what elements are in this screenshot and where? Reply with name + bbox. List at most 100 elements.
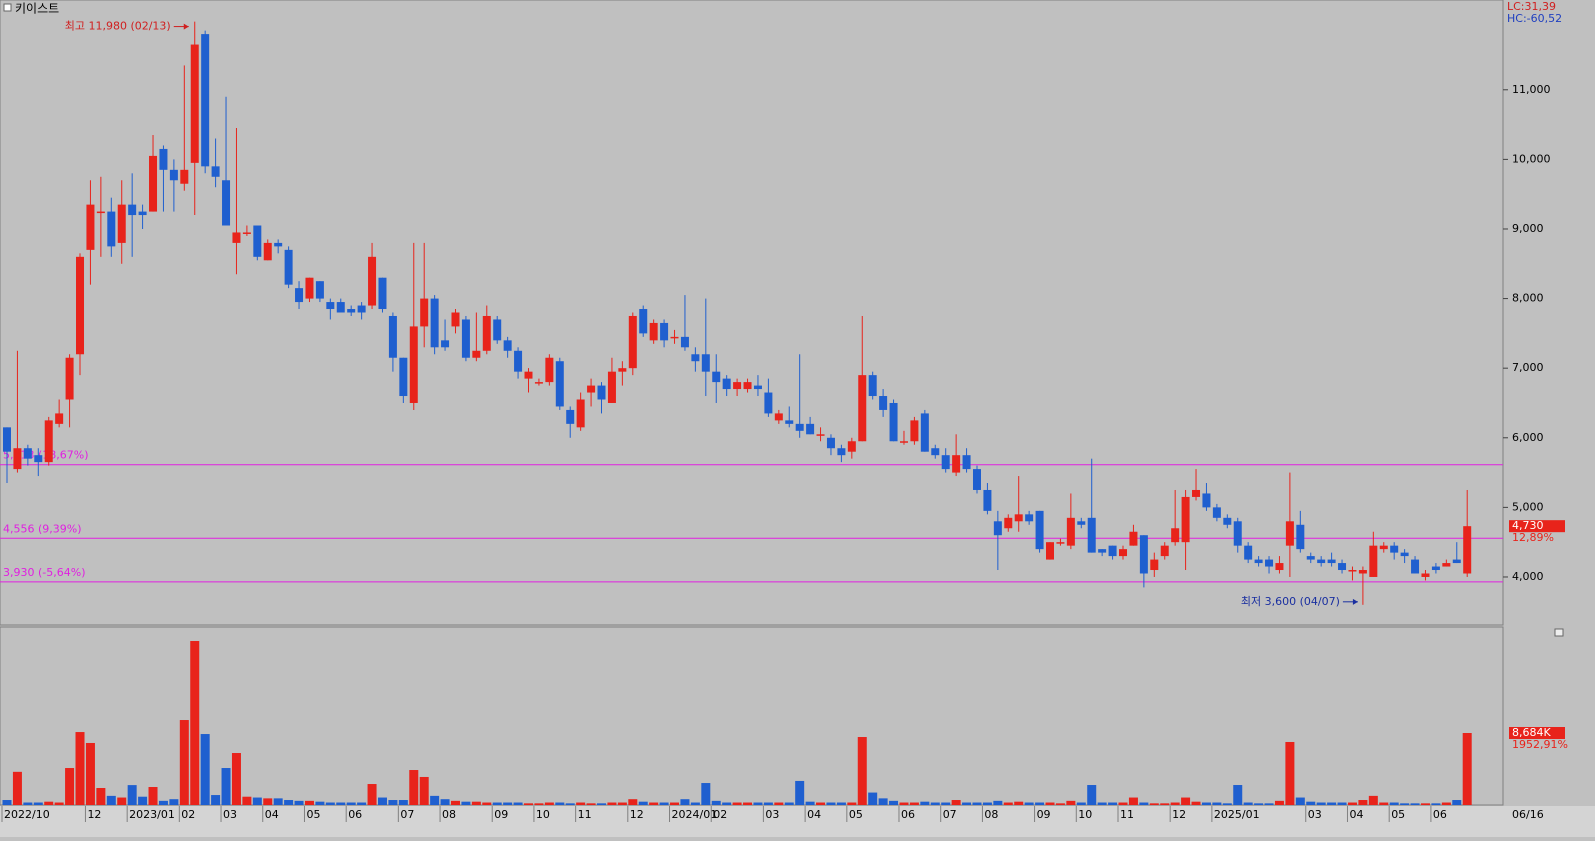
- candle-body: [378, 277, 387, 310]
- volume-bar: [127, 785, 137, 805]
- candle-body: [847, 441, 856, 452]
- candle-body: [680, 336, 689, 348]
- volume-bar: [1191, 801, 1201, 805]
- y-tick-label: 9,000: [1512, 222, 1544, 235]
- candle-body: [920, 413, 929, 452]
- volume-bar: [1358, 800, 1368, 805]
- candle-body: [1046, 542, 1054, 560]
- candle-body: [1265, 559, 1274, 567]
- candle-body: [441, 340, 450, 348]
- volume-bar: [1233, 785, 1243, 805]
- volume-bar: [743, 802, 753, 805]
- volume-bar: [1035, 802, 1045, 805]
- volume-bar: [1285, 741, 1295, 805]
- volume-bar: [23, 802, 33, 805]
- candle-body: [753, 385, 762, 390]
- candle-body: [232, 232, 241, 243]
- volume-bar: [482, 802, 492, 805]
- candle-body: [774, 413, 783, 421]
- candle-body: [472, 350, 481, 358]
- pane-button[interactable]: [1554, 628, 1564, 637]
- candle-body: [86, 204, 95, 250]
- x-end-label: 06/16: [1512, 808, 1544, 821]
- volume-bar: [231, 753, 241, 805]
- candle-body: [1306, 556, 1315, 560]
- volume-bar: [1462, 733, 1472, 805]
- volume-bar: [774, 802, 784, 805]
- volume-bar: [1212, 802, 1222, 805]
- candle-body: [1119, 549, 1128, 557]
- volume-bar: [1389, 802, 1399, 805]
- last-volume: 8,684K: [1512, 726, 1551, 739]
- candle-body: [138, 211, 147, 216]
- candle-body: [1254, 559, 1263, 564]
- volume-bar: [325, 802, 335, 805]
- volume-bar: [513, 802, 523, 805]
- x-tick-label: 08: [442, 808, 456, 821]
- last-change: 12,89%: [1512, 531, 1554, 544]
- candle-body: [1358, 570, 1367, 574]
- candle-body: [295, 288, 304, 303]
- volume-bar: [304, 800, 314, 805]
- volume-bar: [909, 802, 919, 805]
- candle-body: [23, 448, 32, 459]
- candle-body: [1150, 559, 1159, 571]
- volume-bar: [158, 800, 168, 805]
- volume-bar: [649, 802, 659, 805]
- volume-bar: [211, 795, 221, 805]
- candle-body: [983, 489, 992, 511]
- volume-bar: [565, 803, 575, 805]
- x-tick-label: 02: [713, 808, 727, 821]
- candle-body: [1129, 531, 1138, 546]
- candle-body: [733, 382, 742, 390]
- volume-bar: [1014, 801, 1024, 805]
- x-tick-label: 05: [849, 808, 863, 821]
- volume-bar: [1076, 802, 1086, 805]
- candle-body: [1400, 552, 1409, 557]
- low-annotation: 최저 3,600 (04/07): [1241, 595, 1340, 608]
- candle-body: [107, 211, 116, 247]
- volume-bar: [377, 797, 387, 805]
- last-volume-box: [1509, 727, 1565, 740]
- candle-body: [910, 420, 919, 442]
- volume-bar: [784, 802, 794, 805]
- volume-bar: [492, 802, 502, 805]
- candle-body: [806, 423, 815, 435]
- chart-title: 키이스트: [15, 2, 59, 16]
- candle-body: [347, 309, 356, 313]
- candle-body: [597, 385, 606, 400]
- volume-bar: [1181, 797, 1191, 805]
- volume-bar: [284, 800, 294, 805]
- x-tick-label: 06: [348, 808, 362, 821]
- volume-bar: [1420, 803, 1430, 805]
- volume-pane: [0, 626, 1504, 806]
- candle-body: [430, 298, 439, 348]
- candle-body: [315, 281, 324, 299]
- volume-bar: [1024, 802, 1034, 805]
- candle-body: [55, 413, 64, 424]
- volume-bar: [722, 802, 732, 805]
- candle-body: [1411, 559, 1420, 574]
- volume-bar: [680, 799, 690, 805]
- candle-body: [972, 469, 981, 490]
- volume-bar: [951, 800, 961, 805]
- volume-bar: [75, 732, 85, 805]
- icon: [3, 3, 12, 12]
- y-tick-label: 4,000: [1512, 570, 1544, 583]
- volume-bar: [346, 802, 356, 805]
- candle-body: [514, 350, 523, 372]
- y-tick-label: 8,000: [1512, 292, 1544, 305]
- candle-body: [357, 305, 366, 313]
- volume-bar: [336, 802, 346, 805]
- candle-body: [128, 204, 137, 216]
- candle-body: [1035, 510, 1044, 550]
- x-tick-label: 11: [578, 808, 592, 821]
- candle-body: [889, 402, 898, 442]
- candle-body: [1463, 526, 1472, 574]
- candle-body: [1108, 545, 1117, 557]
- volume-bar: [1222, 803, 1232, 805]
- last-volume-change: 1952,91%: [1512, 738, 1568, 751]
- candle-body: [670, 336, 679, 339]
- x-tick-label: 12: [630, 808, 644, 821]
